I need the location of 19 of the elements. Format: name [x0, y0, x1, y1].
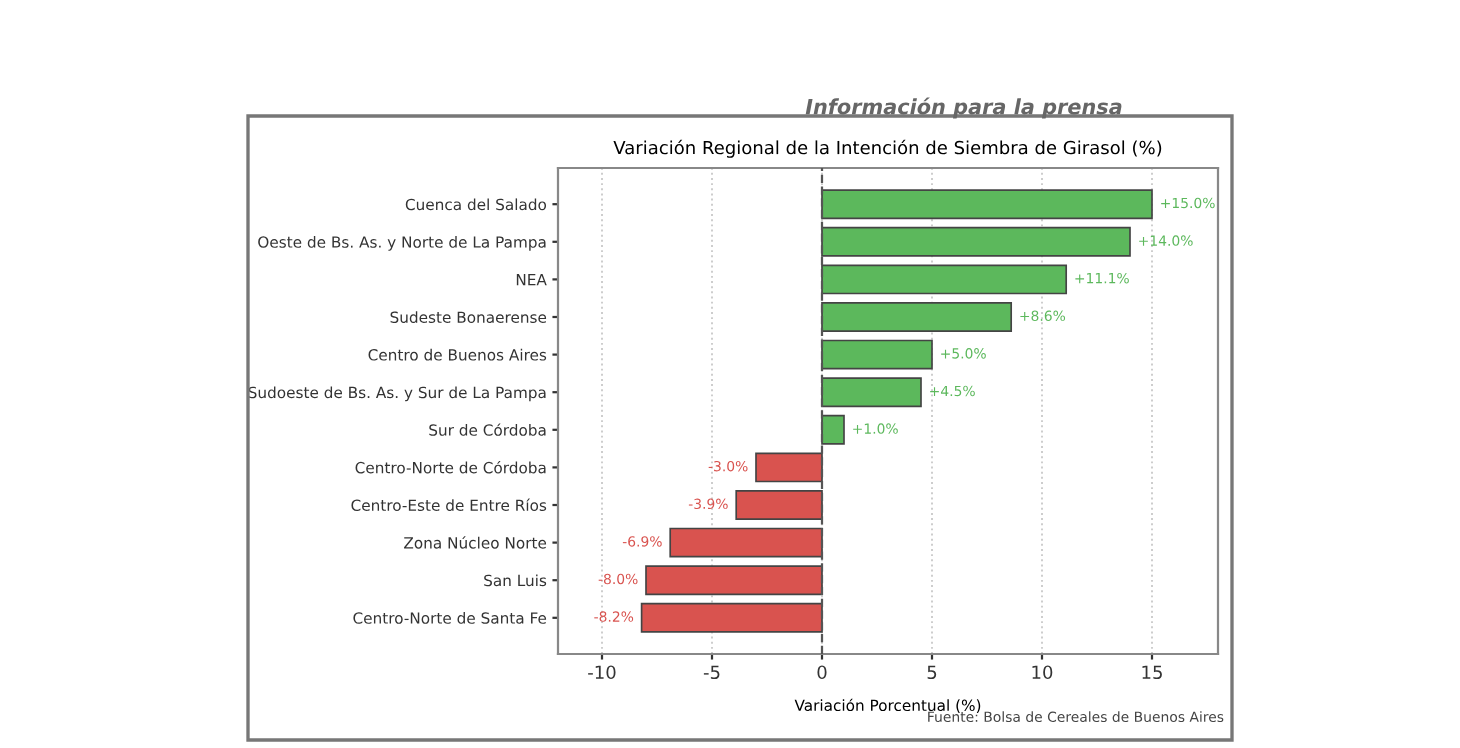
bar: [821, 264, 1068, 295]
x-tick-label: 0: [817, 665, 827, 680]
bar: [821, 339, 933, 370]
x-tick-label: -10: [588, 665, 616, 680]
bar: [821, 377, 922, 408]
chart-title: Variación Regional de la Intención de Siembra de Girasol (%): [613, 139, 1162, 158]
x-tick-label: 10: [1032, 665, 1053, 680]
bar: [735, 490, 823, 520]
bar: [821, 414, 845, 445]
bar: [645, 565, 823, 596]
x-tick-label: -5: [703, 665, 720, 680]
x-tick-label: 15: [1142, 665, 1162, 680]
bar: [821, 226, 1131, 257]
x-tick-label: 5: [927, 665, 937, 680]
bar: [755, 452, 823, 483]
bar: [640, 602, 823, 633]
bar: [821, 302, 1013, 332]
bar: [669, 527, 823, 558]
bar: [821, 189, 1153, 220]
